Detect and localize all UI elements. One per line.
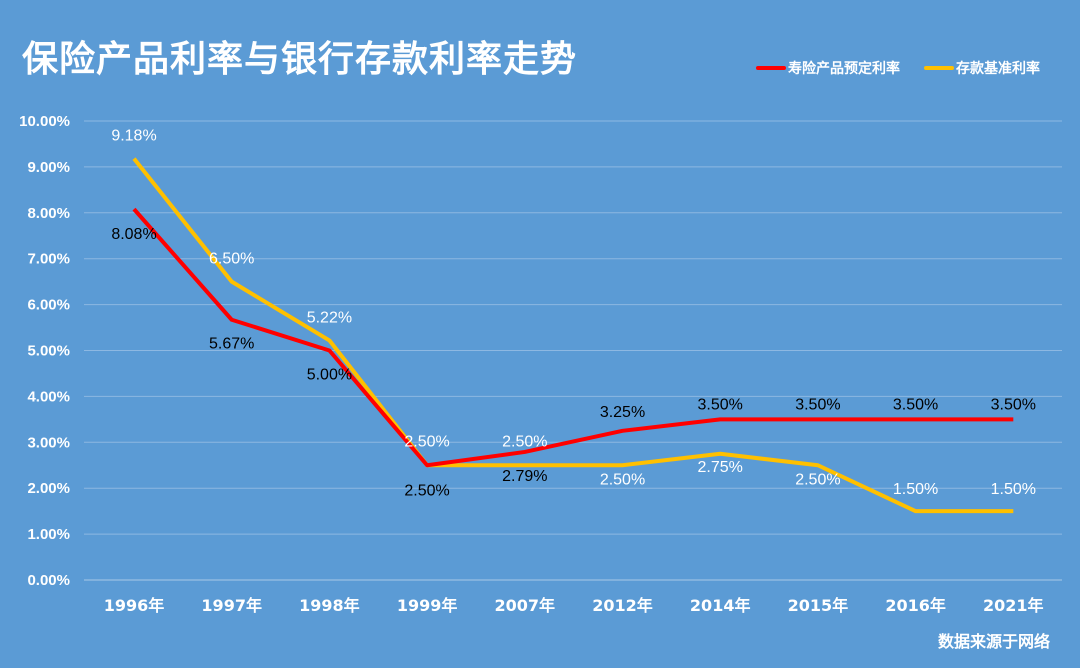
data-label: 2.50% [404, 482, 449, 499]
data-label: 5.67% [209, 336, 254, 353]
legend-label: 存款基准利率 [956, 61, 1040, 77]
x-tick-label: 2021年 [983, 596, 1044, 615]
x-tick-label: 2016年 [885, 596, 946, 615]
y-tick-label: 8.00% [27, 205, 70, 222]
data-label: 5.00% [307, 367, 352, 384]
data-label: 2.75% [698, 459, 743, 476]
data-label: 5.22% [307, 309, 352, 326]
x-tick-label: 1998年 [299, 596, 360, 615]
data-label: 2.50% [404, 433, 449, 450]
legend-item-life-insurance-rate: 寿险产品预定利率 [756, 58, 900, 78]
x-tick-label: 2007年 [495, 596, 556, 615]
series-line-0 [132, 207, 1014, 468]
data-label: 8.08% [111, 226, 156, 243]
y-tick-label: 7.00% [27, 251, 70, 268]
source-note: 数据来源于网络 [937, 632, 1050, 651]
legend: 寿险产品预定利率 存款基准利率 [756, 58, 1040, 78]
data-label: 3.50% [893, 396, 938, 413]
y-tick-label: 10.00% [19, 113, 70, 130]
data-label: 9.18% [111, 128, 156, 145]
y-tick-label: 6.00% [27, 297, 70, 314]
x-tick-label: 1996年 [104, 596, 165, 615]
data-label: 2.50% [502, 433, 547, 450]
data-label: 2.50% [795, 471, 840, 488]
x-tick-label: 2012年 [592, 596, 653, 615]
data-label: 6.50% [209, 251, 254, 268]
data-label: 3.25% [600, 404, 645, 421]
chart-title: 保险产品利率与银行存款利率走势 [22, 39, 578, 80]
y-tick-label: 5.00% [27, 343, 70, 360]
data-label: 1.50% [893, 481, 938, 498]
y-tick-label: 0.00% [27, 572, 70, 589]
data-label: 2.50% [600, 471, 645, 488]
y-tick-label: 1.00% [27, 526, 70, 543]
x-tick-label: 2014年 [690, 596, 751, 615]
data-label: 3.50% [698, 396, 743, 413]
data-label: 3.50% [795, 396, 840, 413]
x-tick-label: 1997年 [201, 596, 262, 615]
y-tick-label: 3.00% [27, 434, 70, 451]
legend-item-deposit-rate: 存款基准利率 [924, 58, 1040, 78]
y-tick-label: 2.00% [27, 480, 70, 497]
legend-swatch-yellow [924, 66, 954, 70]
legend-swatch-red [756, 66, 786, 70]
data-label: 3.50% [991, 396, 1036, 413]
x-tick-label: 1999年 [397, 596, 458, 615]
legend-label: 寿险产品预定利率 [788, 61, 900, 77]
series-line-1 [132, 157, 1014, 514]
y-tick-label: 4.00% [27, 388, 70, 405]
x-tick-label: 2015年 [788, 596, 849, 615]
data-label: 2.79% [502, 468, 547, 485]
data-label: 1.50% [991, 481, 1036, 498]
y-tick-label: 9.00% [27, 159, 70, 176]
